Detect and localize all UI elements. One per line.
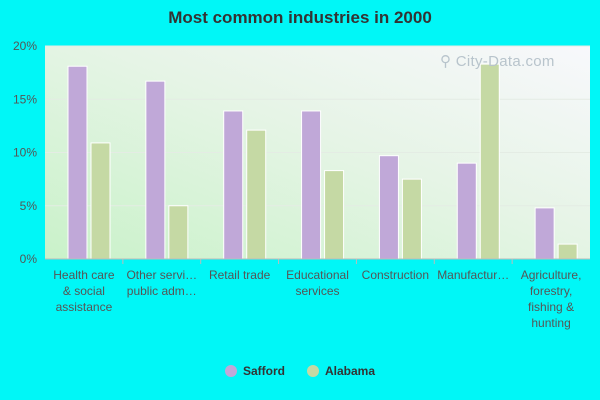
y-tick-label: 10% (13, 146, 37, 160)
legend-swatch-alabama (306, 365, 319, 377)
chart-title: Most common industries in 2000 (168, 8, 432, 27)
legend-item-safford: Safford (224, 364, 285, 378)
bar-alabama-0 (90, 142, 111, 260)
x-tick-label: Health care & social assistance (53, 268, 115, 314)
legend-item-alabama: Alabama (306, 364, 376, 378)
legend-label-alabama: Alabama (324, 364, 376, 378)
bar-safford-6 (534, 207, 555, 260)
x-tick-label: Construction (362, 268, 429, 282)
x-tick-label: Manufactur… (437, 268, 509, 282)
x-tick-label: Educational services (286, 268, 349, 298)
bar-safford-4 (378, 155, 399, 260)
magnifier-icon: ⚲ (440, 53, 452, 70)
bar-alabama-6 (557, 243, 578, 260)
x-tick-label: Agriculture, forestry, fishing & hunting (521, 268, 582, 330)
bar-alabama-3 (324, 170, 345, 260)
bar-safford-0 (67, 65, 88, 260)
y-tick-label: 0% (20, 252, 38, 266)
y-tick-label: 5% (20, 199, 38, 213)
bar-alabama-2 (246, 129, 267, 260)
bar-safford-5 (456, 162, 477, 260)
bar-safford-3 (301, 110, 322, 260)
bar-alabama-5 (479, 63, 500, 260)
bar-safford-1 (145, 80, 166, 260)
x-tick-label: Retail trade (209, 268, 271, 282)
watermark: ⚲ City-Data.com (440, 52, 555, 70)
watermark-text: City-Data.com (455, 53, 555, 70)
legend-label-safford: Safford (242, 364, 285, 378)
legend: Safford Alabama (0, 364, 600, 378)
x-tick-label: Other servi… public adm… (126, 268, 197, 298)
bar-chart: 0% 5% 10% 15% 20% Health care & social assista… (13, 39, 590, 330)
bar-alabama-1 (168, 205, 189, 260)
bar-alabama-4 (401, 178, 422, 260)
y-tick-label: 20% (13, 39, 37, 53)
y-tick-label: 15% (13, 92, 37, 106)
bar-safford-2 (223, 110, 244, 260)
legend-swatch-safford (224, 365, 237, 377)
